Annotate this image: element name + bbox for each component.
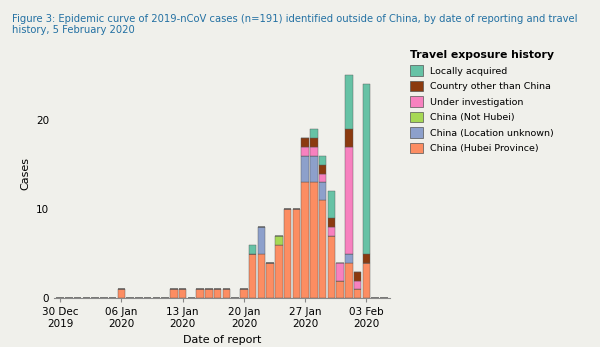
Bar (310, 129, 317, 138)
Bar (337, 281, 344, 298)
Bar (275, 245, 283, 298)
Bar (205, 289, 212, 298)
Bar (118, 289, 125, 298)
Bar (170, 289, 178, 298)
Legend: Locally acquired, Country other than China, Under investigation, China (Not Hube: Locally acquired, Country other than Chi… (408, 48, 556, 155)
Bar (257, 254, 265, 298)
Bar (249, 254, 256, 298)
Bar (284, 209, 292, 298)
Bar (328, 227, 335, 236)
Bar (301, 156, 309, 183)
Bar (345, 129, 353, 147)
Bar (319, 200, 326, 298)
Bar (345, 263, 353, 298)
Bar (196, 289, 204, 298)
Bar (319, 164, 326, 174)
Bar (310, 138, 317, 147)
Bar (179, 289, 187, 298)
Bar (275, 236, 283, 245)
Bar (266, 263, 274, 298)
Bar (301, 183, 309, 298)
Bar (214, 289, 221, 298)
Bar (354, 289, 361, 298)
Bar (362, 263, 370, 298)
Bar (257, 227, 265, 254)
Bar (337, 263, 344, 281)
Bar (319, 183, 326, 200)
Bar (328, 236, 335, 298)
Bar (223, 289, 230, 298)
Bar (362, 84, 370, 254)
Bar (345, 147, 353, 254)
Bar (328, 191, 335, 218)
Bar (293, 209, 300, 298)
Bar (328, 218, 335, 227)
Bar (301, 138, 309, 147)
Bar (310, 147, 317, 156)
Bar (301, 147, 309, 156)
Bar (345, 254, 353, 263)
Text: Figure 3: Epidemic curve of 2019-nCoV cases (n=191) identified outside of China,: Figure 3: Epidemic curve of 2019-nCoV ca… (12, 14, 577, 35)
X-axis label: Date of report: Date of report (183, 335, 261, 345)
Bar (319, 174, 326, 183)
Bar (362, 254, 370, 263)
Bar (249, 245, 256, 254)
Y-axis label: Cases: Cases (20, 157, 31, 190)
Bar (240, 289, 248, 298)
Bar (354, 281, 361, 289)
Bar (319, 156, 326, 164)
Bar (310, 156, 317, 183)
Bar (310, 183, 317, 298)
Bar (345, 75, 353, 129)
Bar (354, 272, 361, 281)
